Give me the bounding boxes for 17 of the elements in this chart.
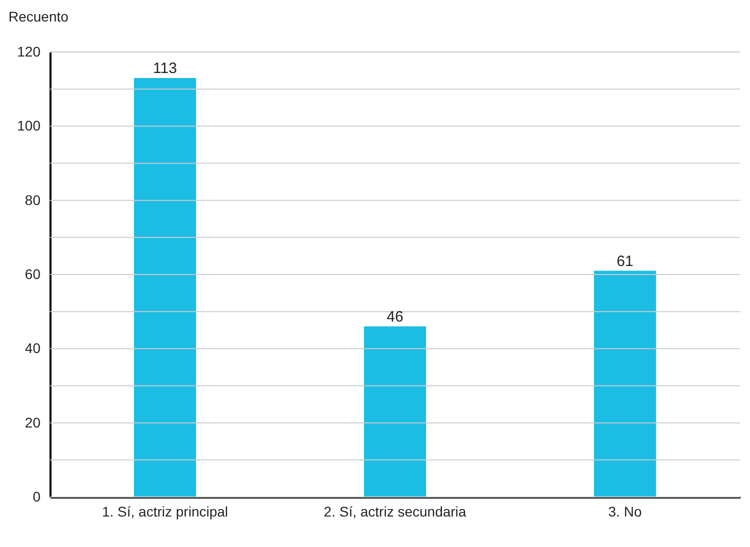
y-axis-title: Recuento — [8, 8, 69, 24]
y-tick-label: 100 — [17, 118, 41, 134]
y-tick-label: 40 — [24, 340, 41, 356]
bar — [134, 78, 196, 497]
bar — [364, 326, 426, 497]
y-tick-label: 60 — [24, 266, 41, 282]
x-tick-label: 3. No — [608, 504, 642, 520]
x-tick-label: 2. Sí, actriz secundaria — [324, 504, 466, 520]
y-tick-label: 80 — [24, 192, 41, 208]
y-tick-label: 120 — [17, 44, 41, 60]
x-tick-label: 1. Sí, actriz principal — [102, 504, 228, 520]
data-label: 46 — [386, 308, 404, 326]
y-tick-label: 20 — [24, 414, 41, 430]
data-label: 61 — [616, 252, 634, 270]
y-tick-label: 0 — [32, 488, 41, 504]
bar — [594, 270, 656, 497]
data-label: 113 — [153, 60, 177, 77]
